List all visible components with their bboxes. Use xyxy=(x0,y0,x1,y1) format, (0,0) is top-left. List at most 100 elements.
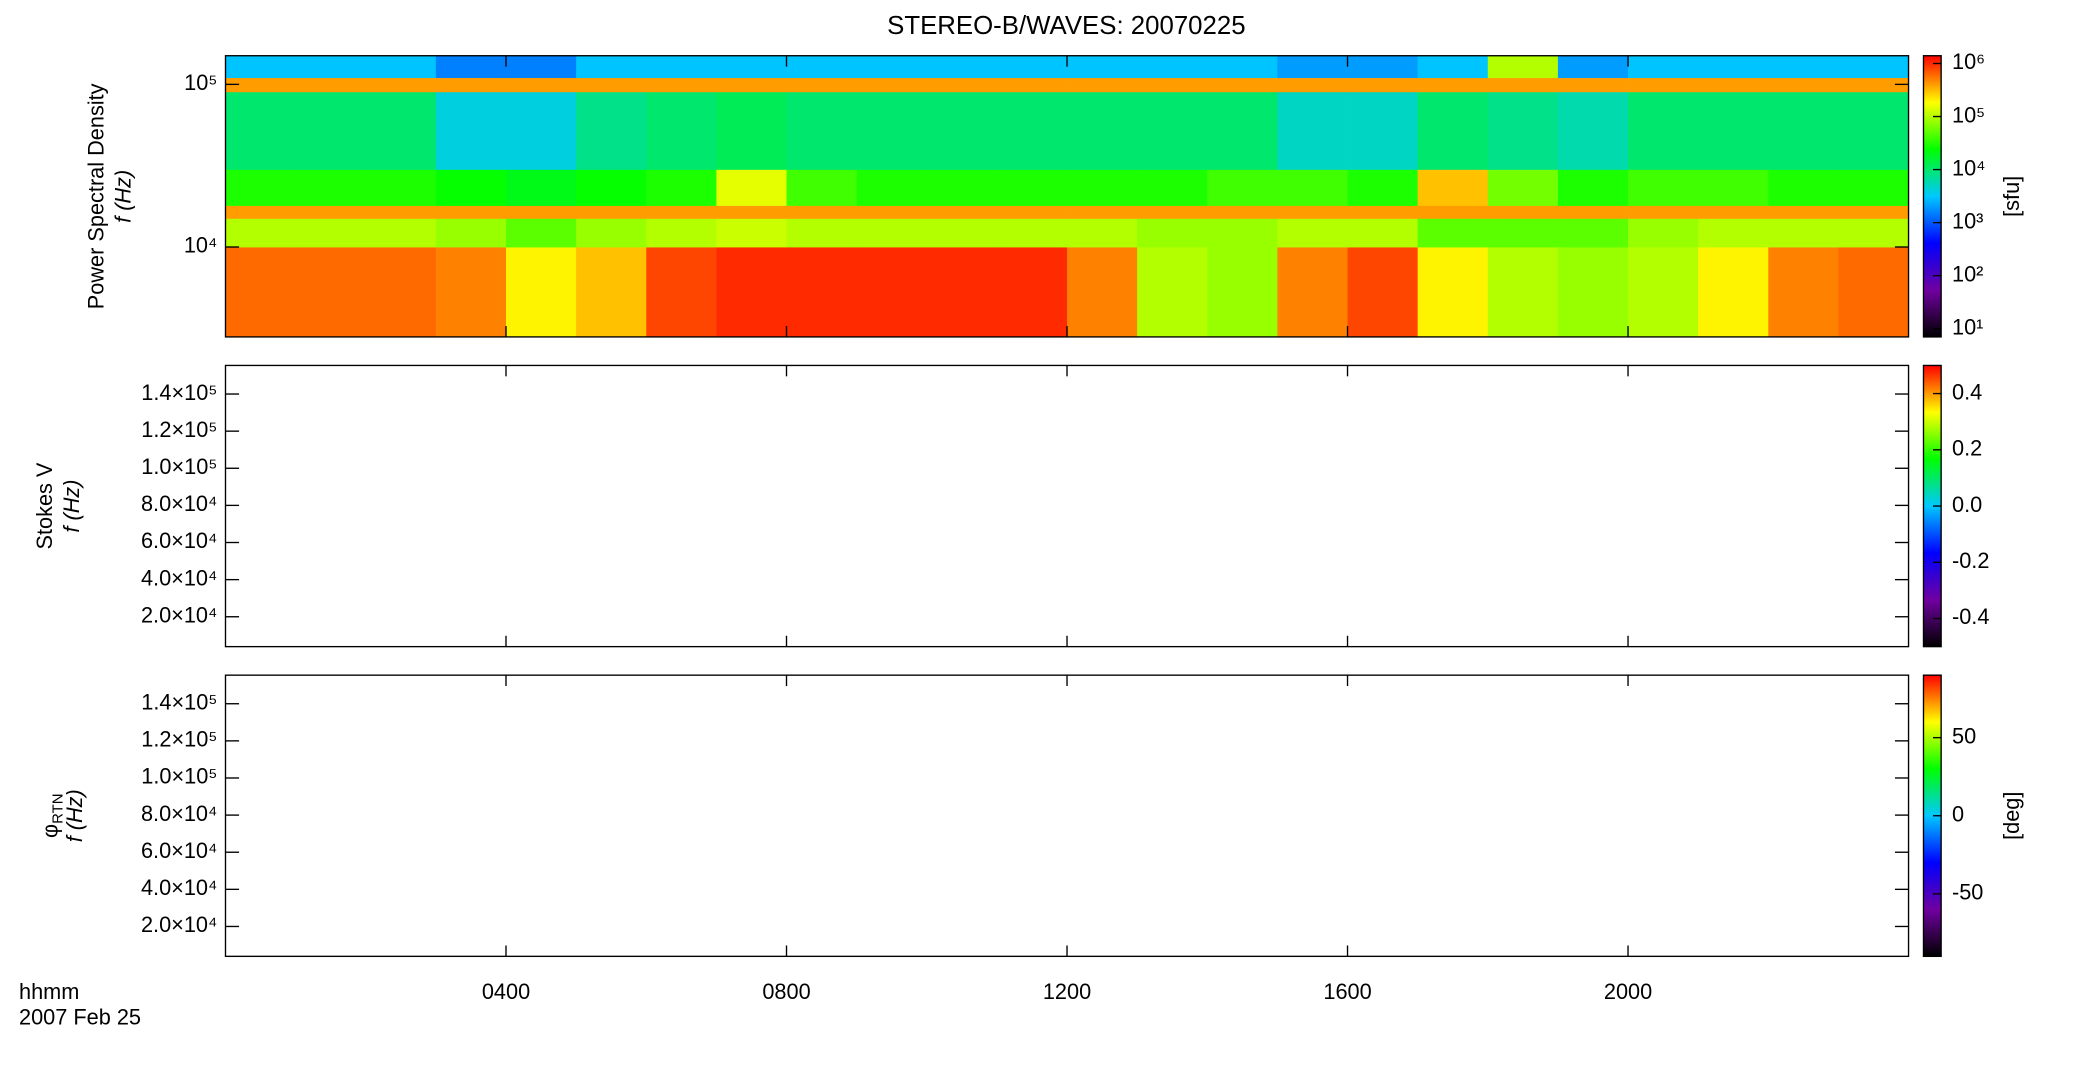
colorbar-tick-label: -50 xyxy=(1952,880,1983,905)
heatmap-cell xyxy=(1698,91,1769,170)
heatmap-cell xyxy=(225,55,297,79)
heatmap-cell xyxy=(295,169,367,206)
y-tick-label: 1.2×10⁵ xyxy=(141,417,217,442)
heatmap-cell xyxy=(646,55,717,79)
heatmap-cell xyxy=(1417,55,1489,79)
heatmap-cell xyxy=(856,169,928,206)
heatmap-cell xyxy=(1417,77,1489,93)
colorbar-tick-label: -0.4 xyxy=(1952,604,1989,629)
heatmap-cell xyxy=(716,55,787,79)
heatmap-cell xyxy=(786,247,858,338)
heatmap-cell xyxy=(1347,247,1419,338)
heatmap-cell xyxy=(1838,91,1909,170)
heatmap-cell xyxy=(1347,218,1419,248)
colorbar-label: [sfu] xyxy=(1999,176,2024,217)
heatmap-cell xyxy=(576,218,647,248)
heatmap-cell xyxy=(1067,247,1138,338)
x-tick-label: 1600 xyxy=(1323,979,1371,1004)
heatmap-cell xyxy=(1838,77,1909,93)
heatmap-cell xyxy=(435,205,507,219)
heatmap-cell xyxy=(1137,91,1208,170)
y-axis-unit: f (Hz) xyxy=(111,170,136,223)
heatmap-cell xyxy=(365,218,437,248)
y-tick-label: 8.0×10⁴ xyxy=(141,491,217,516)
heatmap-cell xyxy=(1838,169,1909,206)
heatmap-cell xyxy=(646,247,717,338)
heatmap-cell xyxy=(646,169,717,206)
heatmap-cell xyxy=(1347,205,1419,219)
heatmap-cell xyxy=(365,169,437,206)
colorbar-tick-label: 10¹ xyxy=(1952,314,1983,339)
heatmap-cell xyxy=(1417,205,1489,219)
heatmap-cell xyxy=(225,77,297,93)
y-tick-label: 1.0×10⁵ xyxy=(141,454,217,479)
heatmap-cell xyxy=(1628,77,1699,93)
heatmap-cell xyxy=(1487,169,1559,206)
heatmap-cell xyxy=(435,77,507,93)
heatmap-cell xyxy=(225,169,297,206)
heatmap-cell xyxy=(506,205,577,219)
heatmap-cell xyxy=(1347,91,1419,170)
plot-frame xyxy=(224,674,1910,958)
heatmap-cell xyxy=(225,205,297,219)
heatmap-cell xyxy=(1137,169,1208,206)
heatmap-cell xyxy=(365,247,437,338)
heatmap-cell xyxy=(1067,169,1138,206)
heatmap-cell xyxy=(1698,247,1769,338)
heatmap-cell xyxy=(295,205,367,219)
heatmap-cell xyxy=(365,55,437,79)
heatmap-cell xyxy=(716,169,787,206)
heatmap-cell xyxy=(1698,218,1769,248)
heatmap-cell xyxy=(1698,169,1769,206)
heatmap-cell xyxy=(786,55,858,79)
heatmap-cell xyxy=(1487,205,1559,219)
colorbar xyxy=(1922,55,1942,338)
heatmap-cell xyxy=(1207,55,1278,79)
heatmap-cell xyxy=(996,205,1068,219)
heatmap-cell xyxy=(506,91,577,170)
heatmap-cell xyxy=(1277,205,1348,219)
heatmap-cell xyxy=(1698,205,1769,219)
heatmap-cell xyxy=(295,55,367,79)
heatmap-cell xyxy=(996,77,1068,93)
heatmap-cell xyxy=(1768,77,1839,93)
heatmap-cell xyxy=(1347,77,1419,93)
colorbar-tick-label: 0.4 xyxy=(1952,379,1982,404)
heatmap-cell xyxy=(926,205,998,219)
heatmap-cell xyxy=(506,77,577,93)
heatmap-cell xyxy=(1417,169,1489,206)
heatmap-cell xyxy=(1277,218,1348,248)
colorbar-tick-label: 0 xyxy=(1952,801,1964,826)
y-axis-label: Stokes V xyxy=(32,462,57,549)
heatmap-cell xyxy=(506,169,577,206)
colorbar-tick-label: 0.2 xyxy=(1952,436,1982,461)
y-axis-unit: f (Hz) xyxy=(59,480,84,533)
heatmap-cell xyxy=(856,247,928,338)
y-tick-label: 10⁴ xyxy=(184,233,218,258)
heatmap-cell xyxy=(506,218,577,248)
heatmap-cell xyxy=(926,91,998,170)
heatmap-cell xyxy=(856,205,928,219)
heatmap-cell xyxy=(996,91,1068,170)
heatmap-cell xyxy=(786,91,858,170)
heatmap-cell xyxy=(1628,218,1699,248)
heatmap-cell xyxy=(1137,55,1208,79)
heatmap-cell xyxy=(576,247,647,338)
colorbar-tick-label: 10² xyxy=(1952,261,1983,286)
heatmap-cell xyxy=(1838,218,1909,248)
heatmap-cell xyxy=(1067,91,1138,170)
heatmap-cell xyxy=(576,169,647,206)
heatmap-cell xyxy=(926,218,998,248)
heatmap-cell xyxy=(996,218,1068,248)
heatmap-cell xyxy=(646,77,717,93)
heatmap-cell xyxy=(1067,77,1138,93)
heatmap-cell xyxy=(786,169,858,206)
y-axis-label: Power Spectral Density xyxy=(84,83,109,309)
y-axis-symbol: φ xyxy=(37,824,62,838)
heatmap-cell xyxy=(1207,205,1278,219)
heatmap-cell xyxy=(1768,247,1839,338)
heatmap-cell xyxy=(856,77,928,93)
x-axis-label: hhmm xyxy=(19,979,79,1004)
